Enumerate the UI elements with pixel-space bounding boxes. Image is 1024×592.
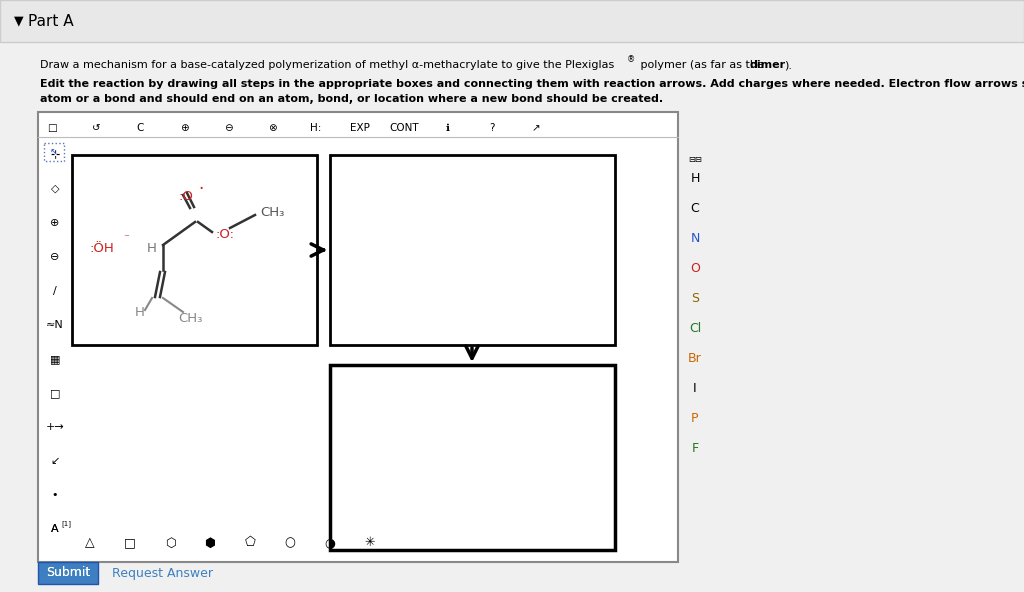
Text: ◑: ◑ bbox=[325, 536, 336, 549]
Text: A: A bbox=[51, 524, 58, 534]
Text: C: C bbox=[136, 123, 143, 133]
Text: dimer: dimer bbox=[750, 60, 786, 70]
Text: •: • bbox=[52, 490, 58, 500]
Text: △: △ bbox=[85, 536, 95, 549]
Text: Cl: Cl bbox=[689, 321, 701, 334]
Text: ≈N: ≈N bbox=[46, 320, 63, 330]
Bar bbox=[44, 143, 63, 161]
Text: F: F bbox=[691, 442, 698, 455]
Text: polymer (as far as the: polymer (as far as the bbox=[637, 60, 767, 70]
Text: ↖: ↖ bbox=[50, 147, 58, 157]
Text: A: A bbox=[51, 524, 58, 534]
Text: ↙: ↙ bbox=[50, 456, 59, 466]
Text: O: O bbox=[690, 262, 700, 275]
Bar bbox=[330, 365, 615, 550]
Text: :O:: :O: bbox=[215, 227, 234, 240]
Text: Submit: Submit bbox=[46, 567, 90, 580]
Text: □: □ bbox=[47, 123, 57, 133]
Text: ○: ○ bbox=[285, 536, 296, 549]
Text: ⊖: ⊖ bbox=[223, 123, 232, 133]
Text: CH₃: CH₃ bbox=[178, 311, 202, 324]
Text: □: □ bbox=[50, 388, 60, 398]
Bar bbox=[38, 562, 98, 584]
Text: CH₃: CH₃ bbox=[260, 207, 285, 220]
Text: atom or a bond and should end on an atom, bond, or location where a new bond sho: atom or a bond and should end on an atom… bbox=[40, 94, 664, 104]
Text: ◇: ◇ bbox=[51, 184, 59, 194]
Text: P: P bbox=[691, 411, 698, 424]
Text: ⁻: ⁻ bbox=[123, 233, 129, 243]
Text: ⊹: ⊹ bbox=[50, 150, 59, 160]
Text: +→: +→ bbox=[46, 422, 65, 432]
Bar bbox=[72, 155, 317, 345]
Text: ▦: ▦ bbox=[50, 354, 60, 364]
Text: [1]: [1] bbox=[61, 520, 71, 527]
Text: H: H bbox=[135, 305, 145, 318]
Text: ⊟⊟: ⊟⊟ bbox=[688, 156, 702, 165]
Text: ⬢: ⬢ bbox=[205, 536, 215, 549]
Text: Draw a mechanism for a base-catalyzed polymerization of methyl α-methacrylate to: Draw a mechanism for a base-catalyzed po… bbox=[40, 60, 614, 70]
Text: Submit: Submit bbox=[46, 567, 90, 580]
Text: □: □ bbox=[124, 536, 136, 549]
Text: ⬠: ⬠ bbox=[245, 536, 255, 549]
Bar bbox=[38, 112, 678, 562]
Text: /: / bbox=[53, 286, 57, 296]
Text: Part A: Part A bbox=[28, 14, 74, 28]
Text: C: C bbox=[690, 201, 699, 214]
Bar bbox=[0, 0, 1024, 42]
Text: N: N bbox=[690, 231, 699, 244]
Text: ·: · bbox=[199, 180, 204, 198]
Text: ⊖: ⊖ bbox=[50, 252, 59, 262]
Text: ?: ? bbox=[489, 123, 495, 133]
Text: ⊕: ⊕ bbox=[179, 123, 188, 133]
Text: I: I bbox=[693, 381, 696, 394]
Text: ℹ: ℹ bbox=[446, 123, 450, 133]
Text: ).: ). bbox=[784, 60, 792, 70]
Text: Edit the reaction by drawing all steps in the appropriate boxes and connecting t: Edit the reaction by drawing all steps i… bbox=[40, 79, 1024, 89]
Text: Br: Br bbox=[688, 352, 701, 365]
Text: ⬡: ⬡ bbox=[165, 536, 175, 549]
Text: CONT: CONT bbox=[389, 123, 419, 133]
Bar bbox=[330, 155, 615, 345]
Text: ✳: ✳ bbox=[365, 536, 375, 549]
Text: :O: :O bbox=[178, 189, 194, 202]
Text: S: S bbox=[691, 291, 699, 304]
Text: :ÖH: :ÖH bbox=[90, 242, 115, 255]
Text: EXP: EXP bbox=[350, 123, 370, 133]
Text: H: H bbox=[690, 172, 699, 185]
Text: ↺: ↺ bbox=[91, 123, 100, 133]
Text: Request Answer: Request Answer bbox=[112, 567, 213, 580]
Text: H:: H: bbox=[310, 123, 322, 133]
Text: ⊕: ⊕ bbox=[50, 218, 59, 228]
Text: ▼: ▼ bbox=[14, 14, 24, 27]
Text: ®: ® bbox=[627, 56, 635, 65]
Text: H: H bbox=[147, 242, 157, 255]
Text: ⊗: ⊗ bbox=[267, 123, 276, 133]
Text: ↗: ↗ bbox=[531, 123, 541, 133]
